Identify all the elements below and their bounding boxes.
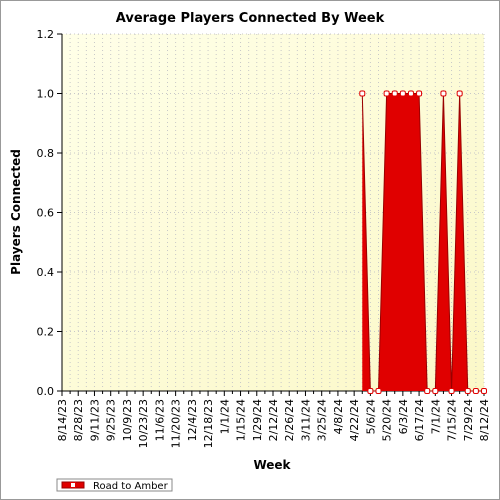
x-tick-label: 5/20/24 — [381, 399, 394, 441]
x-tick-label: 8/12/24 — [478, 399, 491, 441]
marker — [399, 90, 406, 97]
y-tick-label: 0.2 — [37, 326, 55, 339]
series-line — [361, 93, 484, 392]
marker — [448, 388, 455, 394]
y-tick-label: 1.0 — [37, 88, 55, 101]
marker — [481, 388, 487, 394]
x-tick-label: 5/6/24 — [364, 399, 377, 434]
x-tick-label: 6/3/24 — [397, 399, 410, 434]
y-tick-label: 0.8 — [37, 147, 55, 160]
chart-title: Average Players Connected By Week — [116, 11, 385, 26]
x-tick-label: 1/15/24 — [235, 399, 248, 441]
legend-marker — [70, 482, 76, 488]
x-tick-label: 12/18/23 — [202, 399, 215, 448]
x-tick-label: 8/28/23 — [72, 399, 85, 441]
x-tick-label: 4/8/24 — [332, 399, 345, 434]
y-axis-label: Players Connected — [9, 149, 23, 275]
marker — [464, 388, 471, 394]
x-tick-label: 1/29/24 — [251, 399, 264, 441]
marker — [432, 388, 439, 394]
x-tick-label: 11/20/23 — [170, 399, 183, 448]
x-tick-label: 9/25/23 — [105, 399, 118, 441]
x-tick-label: 9/11/23 — [88, 399, 101, 441]
marker — [383, 90, 390, 97]
marker — [440, 90, 447, 97]
x-tick-label: 6/17/24 — [413, 399, 426, 441]
marker — [424, 388, 431, 394]
x-tick-label: 3/11/24 — [299, 399, 312, 441]
legend: Road to Amber — [56, 478, 173, 492]
marker — [472, 388, 479, 394]
marker — [367, 388, 374, 394]
y-tick-label: 0.0 — [37, 385, 55, 398]
x-tick-label: 2/26/24 — [283, 399, 296, 441]
marker — [375, 388, 382, 394]
x-tick-label: 3/25/24 — [316, 399, 329, 441]
x-tick-label: 10/23/23 — [137, 399, 150, 448]
legend-label: Road to Amber — [93, 481, 169, 492]
y-tick-label: 1.2 — [37, 28, 55, 41]
x-tick-label: 7/29/24 — [462, 399, 475, 441]
x-tick-label: 2/12/24 — [267, 399, 280, 441]
x-tick-label: 1/1/24 — [218, 399, 231, 434]
y-tick-label: 0.6 — [37, 207, 55, 220]
marker — [407, 90, 414, 97]
marker — [391, 90, 398, 97]
x-tick-label: 10/9/23 — [121, 399, 134, 441]
x-axis-label: Week — [253, 458, 291, 472]
x-tick-label: 11/6/23 — [153, 399, 166, 441]
x-tick-label: 7/15/24 — [446, 399, 459, 441]
y-tick-label: 0.4 — [37, 266, 55, 279]
marker — [359, 90, 366, 97]
x-tick-label: 7/1/24 — [429, 399, 442, 434]
legend-box — [56, 478, 173, 492]
x-tick-label: 8/14/23 — [56, 399, 69, 441]
x-tick-label: 12/4/23 — [186, 399, 199, 441]
x-tick-label: 4/22/24 — [348, 399, 361, 441]
marker — [456, 90, 463, 97]
marker — [416, 90, 423, 97]
